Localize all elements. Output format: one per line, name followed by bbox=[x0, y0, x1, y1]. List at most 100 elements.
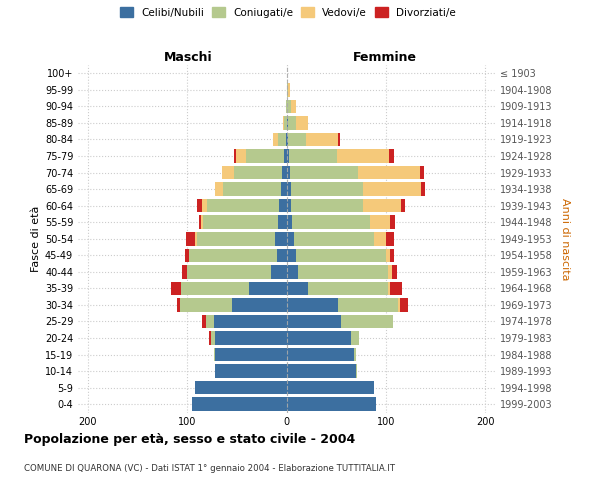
Bar bbox=[298, 265, 388, 278]
Bar bbox=[398, 298, 400, 312]
Bar bbox=[271, 265, 287, 278]
Bar bbox=[287, 332, 351, 345]
Bar bbox=[207, 199, 278, 212]
Bar bbox=[181, 282, 249, 295]
Bar bbox=[287, 282, 308, 295]
Bar bbox=[287, 166, 290, 179]
Bar bbox=[307, 132, 338, 146]
Bar bbox=[341, 314, 393, 328]
Bar bbox=[182, 265, 187, 278]
Bar bbox=[287, 149, 289, 163]
Bar bbox=[287, 132, 289, 146]
Bar bbox=[236, 149, 246, 163]
Bar bbox=[201, 216, 203, 229]
Bar bbox=[214, 314, 287, 328]
Bar bbox=[287, 381, 374, 394]
Bar bbox=[401, 199, 404, 212]
Text: COMUNE DI QUARONA (VC) - Dati ISTAT 1° gennaio 2004 - Elaborazione TUTTITALIA.IT: COMUNE DI QUARONA (VC) - Dati ISTAT 1° g… bbox=[24, 464, 395, 473]
Bar bbox=[292, 216, 370, 229]
Bar bbox=[287, 216, 292, 229]
Legend: Celibi/Nubili, Coniugati/e, Vedovi/e, Divorziati/e: Celibi/Nubili, Coniugati/e, Vedovi/e, Di… bbox=[118, 5, 458, 20]
Bar bbox=[287, 182, 292, 196]
Bar bbox=[215, 182, 223, 196]
Bar bbox=[202, 199, 207, 212]
Bar bbox=[223, 182, 281, 196]
Bar bbox=[308, 282, 388, 295]
Bar bbox=[386, 232, 394, 245]
Bar bbox=[287, 199, 292, 212]
Bar bbox=[392, 265, 397, 278]
Bar bbox=[363, 182, 421, 196]
Bar bbox=[215, 348, 287, 362]
Bar bbox=[419, 166, 424, 179]
Bar bbox=[390, 248, 394, 262]
Bar bbox=[195, 381, 287, 394]
Bar bbox=[286, 132, 287, 146]
Bar bbox=[356, 364, 357, 378]
Bar bbox=[287, 232, 295, 245]
Bar bbox=[186, 232, 195, 245]
Bar bbox=[363, 199, 401, 212]
Bar bbox=[289, 116, 296, 130]
Bar bbox=[421, 182, 425, 196]
Bar bbox=[281, 182, 287, 196]
Bar bbox=[370, 216, 390, 229]
Bar bbox=[246, 149, 284, 163]
Bar bbox=[281, 166, 287, 179]
Text: Maschi: Maschi bbox=[164, 51, 213, 64]
Bar bbox=[390, 282, 401, 295]
Bar bbox=[222, 166, 234, 179]
Bar bbox=[187, 265, 271, 278]
Bar bbox=[185, 248, 189, 262]
Bar bbox=[287, 116, 289, 130]
Bar bbox=[272, 132, 278, 146]
Bar bbox=[287, 314, 341, 328]
Bar bbox=[277, 248, 287, 262]
Bar bbox=[296, 116, 308, 130]
Bar bbox=[292, 199, 363, 212]
Bar bbox=[172, 282, 181, 295]
Bar bbox=[249, 282, 287, 295]
Bar bbox=[351, 332, 359, 345]
Bar bbox=[177, 298, 180, 312]
Bar bbox=[296, 248, 386, 262]
Bar bbox=[390, 216, 395, 229]
Bar bbox=[287, 83, 289, 96]
Bar bbox=[234, 149, 236, 163]
Bar bbox=[338, 132, 340, 146]
Bar bbox=[388, 265, 392, 278]
Bar bbox=[287, 248, 296, 262]
Bar bbox=[195, 232, 197, 245]
Bar bbox=[284, 149, 287, 163]
Bar bbox=[278, 199, 287, 212]
Bar bbox=[388, 282, 390, 295]
Bar bbox=[215, 364, 287, 378]
Bar bbox=[289, 83, 290, 96]
Bar bbox=[292, 100, 296, 113]
Bar bbox=[354, 348, 356, 362]
Bar bbox=[287, 398, 376, 411]
Bar bbox=[338, 298, 398, 312]
Y-axis label: Anni di nascita: Anni di nascita bbox=[560, 198, 569, 280]
Bar bbox=[289, 132, 307, 146]
Bar bbox=[337, 149, 389, 163]
Bar bbox=[287, 100, 292, 113]
Text: Femmine: Femmine bbox=[352, 51, 416, 64]
Bar bbox=[278, 216, 287, 229]
Bar bbox=[232, 298, 287, 312]
Bar bbox=[292, 182, 363, 196]
Bar bbox=[192, 398, 287, 411]
Bar bbox=[278, 132, 286, 146]
Bar bbox=[197, 232, 275, 245]
Bar bbox=[214, 348, 215, 362]
Bar bbox=[189, 248, 277, 262]
Bar bbox=[287, 364, 356, 378]
Bar bbox=[287, 265, 298, 278]
Bar bbox=[203, 216, 278, 229]
Bar bbox=[234, 166, 281, 179]
Bar bbox=[209, 332, 211, 345]
Bar bbox=[211, 332, 215, 345]
Bar bbox=[180, 298, 232, 312]
Bar bbox=[389, 149, 394, 163]
Bar bbox=[374, 232, 386, 245]
